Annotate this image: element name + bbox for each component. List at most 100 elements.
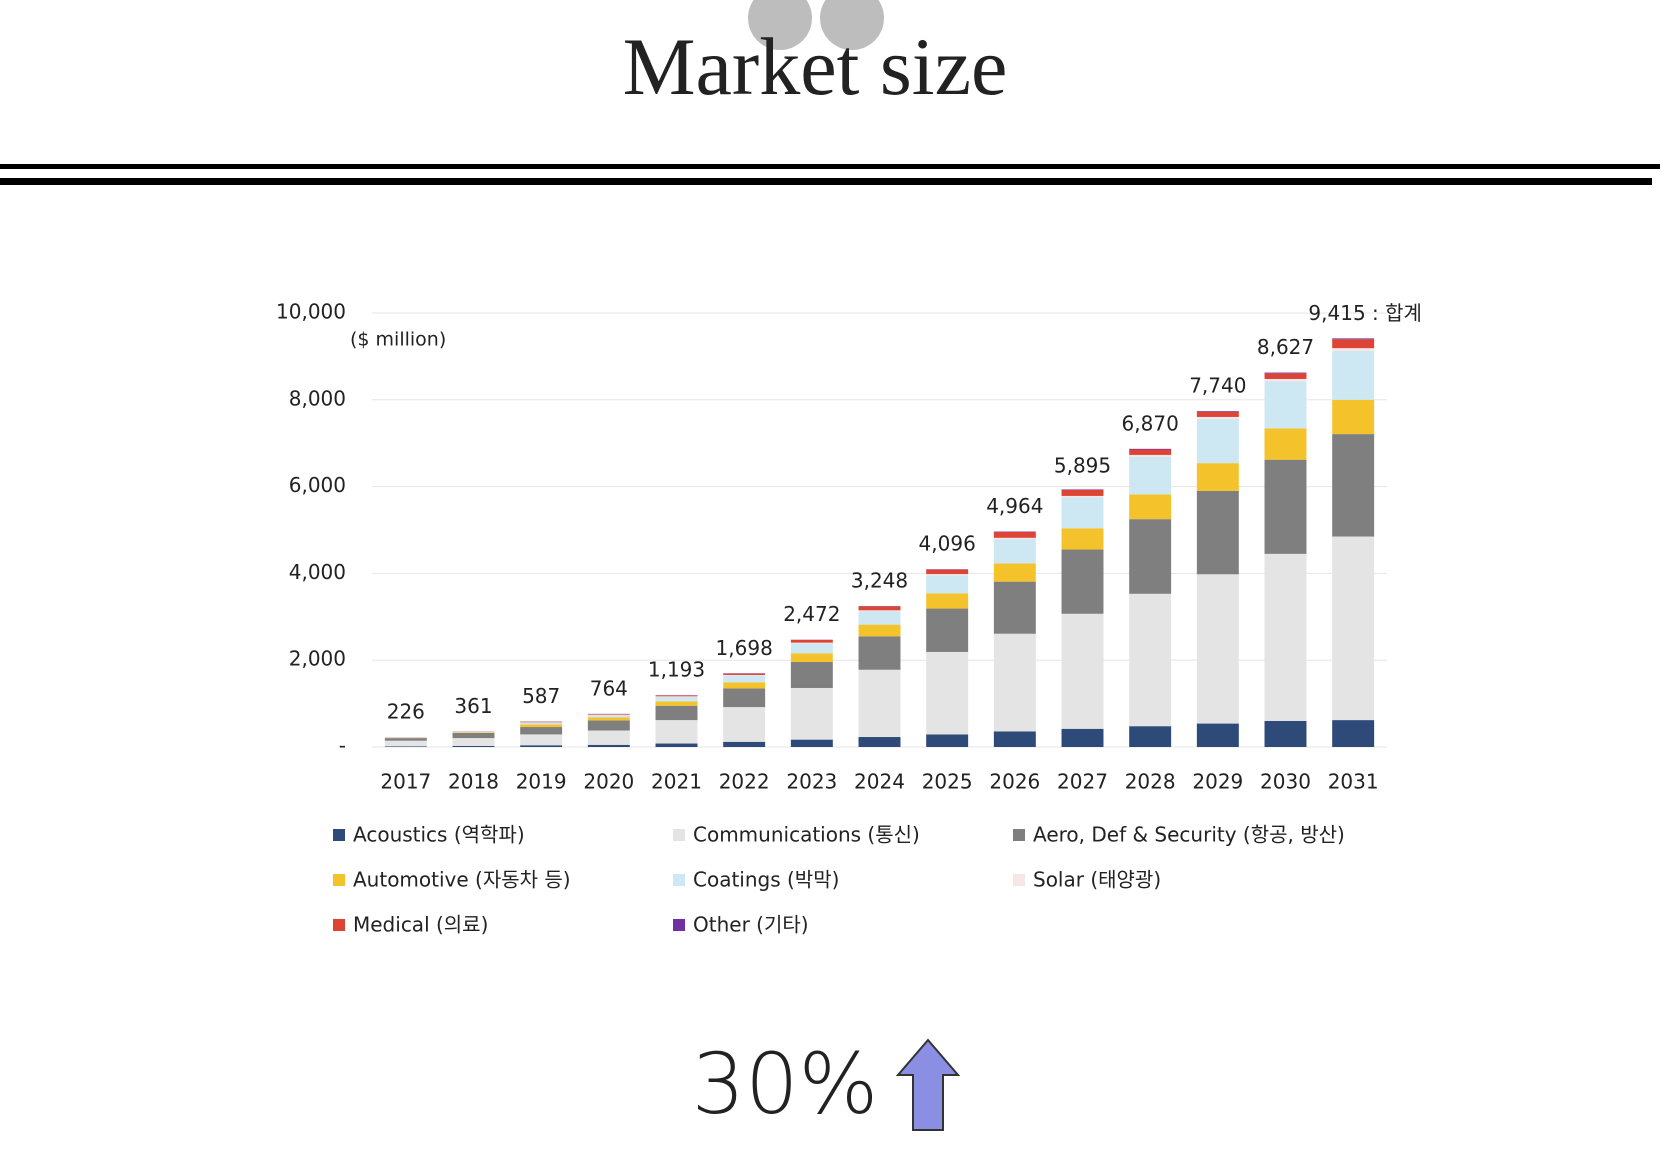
x-tick-label: 2022 bbox=[719, 770, 770, 794]
legend-swatch bbox=[333, 829, 345, 841]
bar-segment bbox=[993, 531, 1036, 538]
bar-segment bbox=[723, 707, 766, 742]
bar-segment bbox=[1264, 381, 1307, 429]
total-label: 226 bbox=[387, 700, 425, 724]
bar-segment bbox=[993, 731, 1036, 747]
ai-button[interactable] bbox=[820, 0, 884, 50]
bar-segment bbox=[1129, 449, 1172, 455]
bar-segment bbox=[1061, 549, 1104, 614]
x-tick-label: 2024 bbox=[854, 770, 905, 794]
bar-segment bbox=[858, 636, 901, 670]
bar-segment bbox=[790, 642, 833, 644]
bar-segment bbox=[520, 724, 563, 728]
x-tick-label: 2028 bbox=[1125, 770, 1176, 794]
total-label: 3,248 bbox=[851, 569, 908, 593]
legend-label: Other (기타) bbox=[693, 913, 809, 937]
total-label: 2,472 bbox=[783, 602, 840, 626]
x-tick-label: 2025 bbox=[922, 770, 973, 794]
bar-segment bbox=[452, 731, 495, 733]
total-label: 361 bbox=[454, 694, 492, 718]
bar-segment bbox=[790, 687, 833, 740]
bar-segment bbox=[1129, 593, 1172, 727]
bar-segment bbox=[993, 537, 1036, 540]
bar-segment bbox=[790, 661, 833, 688]
bar-segment bbox=[1264, 428, 1307, 460]
x-tick-label: 2018 bbox=[448, 770, 499, 794]
up-arrow bbox=[895, 1038, 961, 1131]
bar-segment bbox=[790, 653, 833, 662]
x-tick-label: 2031 bbox=[1328, 770, 1379, 794]
bar-segment bbox=[858, 606, 901, 611]
bar-segment bbox=[723, 688, 766, 708]
legend-label: Aero, Def & Security (항공, 방산) bbox=[1033, 823, 1345, 847]
x-tick-label: 2029 bbox=[1192, 770, 1243, 794]
legend-swatch bbox=[333, 919, 345, 931]
bar-segment bbox=[1129, 519, 1172, 594]
bar-segment bbox=[1196, 411, 1239, 417]
bar-segment bbox=[926, 734, 969, 747]
legend-swatch bbox=[673, 829, 685, 841]
bar-segment bbox=[655, 695, 698, 697]
x-tick-label: 2023 bbox=[786, 770, 837, 794]
legend-label: Medical (의료) bbox=[353, 913, 488, 937]
bar-segment bbox=[993, 581, 1036, 634]
bar-segment bbox=[1196, 418, 1239, 464]
bar-segment bbox=[1332, 348, 1375, 351]
bar-segment bbox=[993, 539, 1036, 564]
bar-segment bbox=[384, 738, 427, 741]
legend-swatch bbox=[1013, 874, 1025, 886]
y-tick-label: 8,000 bbox=[289, 386, 346, 410]
bar-segment bbox=[1061, 497, 1104, 529]
legend-swatch bbox=[1013, 829, 1025, 841]
bar-segment bbox=[1264, 373, 1307, 379]
bar-segment bbox=[1196, 463, 1239, 491]
legend-swatch bbox=[673, 874, 685, 886]
y-tick-label: 2,000 bbox=[289, 647, 346, 671]
y-unit-label: ($ million) bbox=[350, 329, 446, 351]
legend-label: Coatings (박막) bbox=[693, 868, 839, 892]
bar-segment bbox=[1332, 399, 1375, 435]
open-button[interactable] bbox=[748, 0, 812, 50]
y-tick-label: - bbox=[339, 734, 346, 758]
total-label: 764 bbox=[590, 676, 628, 700]
bar-segment bbox=[858, 669, 901, 738]
bar-segment bbox=[723, 682, 766, 689]
total-label: 587 bbox=[522, 684, 560, 708]
x-tick-label: 2017 bbox=[380, 770, 431, 794]
bar-segment bbox=[520, 745, 563, 747]
bar-segment bbox=[1061, 728, 1104, 747]
bar-segment bbox=[858, 610, 901, 612]
y-tick-label: 10,000 bbox=[276, 300, 346, 324]
bar-segment bbox=[1196, 416, 1239, 419]
bar-segment bbox=[1332, 338, 1375, 340]
bar-segment bbox=[1061, 528, 1104, 550]
legend-label: Acoustics (역학파) bbox=[353, 823, 525, 847]
bar-segment bbox=[1196, 574, 1239, 724]
bar-segment bbox=[1332, 350, 1375, 400]
bar-segment bbox=[1129, 454, 1172, 457]
bar-segment bbox=[1332, 434, 1375, 537]
x-tick-label: 2021 bbox=[651, 770, 702, 794]
bar-segment bbox=[1332, 339, 1375, 349]
bar-segment bbox=[993, 633, 1036, 732]
total-label: 4,096 bbox=[919, 532, 976, 556]
bar-segment bbox=[655, 696, 698, 702]
total-label: 4,964 bbox=[986, 494, 1043, 518]
total-label: 1,193 bbox=[648, 658, 705, 682]
rule bbox=[0, 164, 1660, 169]
y-tick-label: 6,000 bbox=[289, 473, 346, 497]
bar-segment bbox=[1061, 489, 1104, 496]
legend-label: Automotive (자동차 등) bbox=[353, 868, 571, 892]
bar-segment bbox=[520, 734, 563, 746]
bar-segment bbox=[1061, 613, 1104, 729]
total-label: 7,740 bbox=[1189, 374, 1246, 398]
bar-segment bbox=[858, 737, 901, 747]
legend-swatch bbox=[673, 919, 685, 931]
y-tick-label: 4,000 bbox=[289, 560, 346, 584]
bar-segment bbox=[1129, 448, 1172, 450]
bar-segment bbox=[587, 744, 630, 747]
bar-segment bbox=[655, 743, 698, 747]
bar-segment bbox=[587, 720, 630, 731]
bar-segment bbox=[1264, 378, 1307, 382]
bar-segment bbox=[1196, 411, 1239, 412]
